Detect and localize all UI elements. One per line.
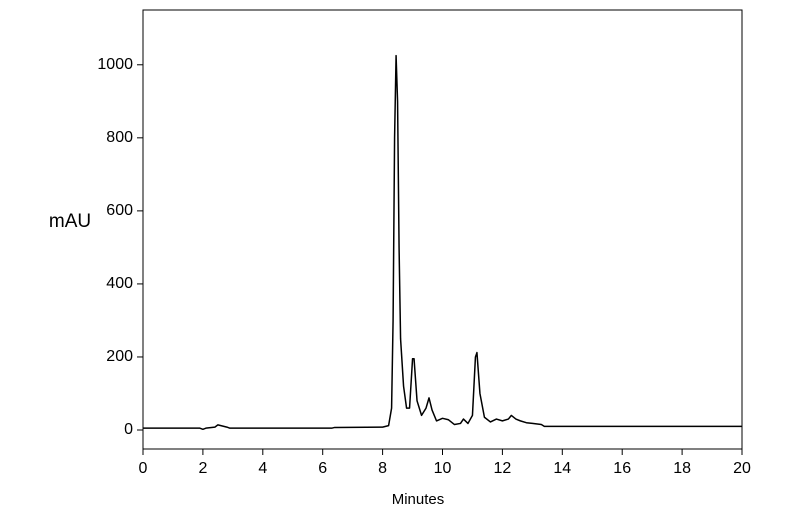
y-tick-label: 400	[106, 275, 133, 292]
x-tick-label: 6	[318, 460, 327, 477]
x-tick-label: 16	[613, 460, 631, 477]
x-tick-label: 0	[139, 460, 148, 477]
x-tick-label: 4	[258, 460, 267, 477]
x-tick-label: 14	[553, 460, 571, 477]
x-tick-label: 12	[494, 460, 512, 477]
x-tick-label: 10	[434, 460, 452, 477]
trace-line	[143, 54, 742, 431]
y-tick-label: 600	[106, 202, 133, 219]
y-axis-title: mAU	[49, 211, 91, 232]
plot-frame	[142, 9, 743, 450]
y-tick-label: 200	[106, 348, 133, 365]
x-tick-label: 20	[733, 460, 751, 477]
y-tick-label: 1000	[97, 56, 133, 73]
y-tick-label: 800	[106, 129, 133, 146]
x-tick-label: 2	[198, 460, 207, 477]
y-tick-label: 0	[124, 421, 133, 438]
x-tick-label: 18	[673, 460, 691, 477]
x-tick-label: 8	[378, 460, 387, 477]
x-axis-title: Minutes	[392, 491, 445, 508]
